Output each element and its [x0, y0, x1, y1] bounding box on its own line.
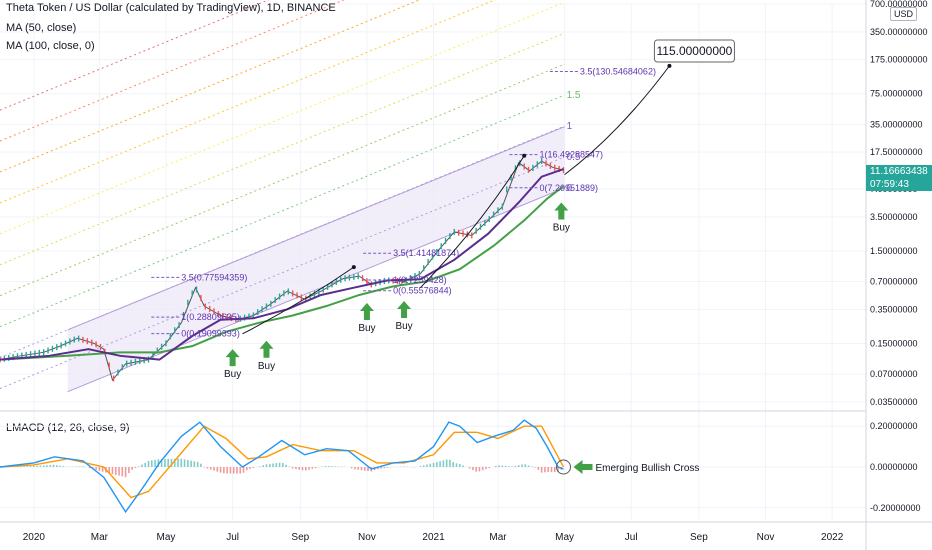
buy-label: Buy: [358, 323, 375, 334]
regression-channel: 1.5 1 0.5 0: [0, 0, 581, 393]
y-tick-label: 0.07000000: [870, 369, 918, 379]
fib-level-label: 0(0.55576844): [393, 286, 452, 296]
channel-level-label: 0: [567, 183, 573, 194]
y-tick-label: 175.00000000: [870, 55, 928, 65]
fib-level-label: 3.5(0.77594359): [181, 272, 247, 282]
x-tick-label: 2020: [23, 532, 46, 543]
y-tick-label: 350.00000000: [870, 27, 928, 37]
macd-panel: LMACD (12, 26, close, 9) 0.20000000 0.0000…: [0, 419, 921, 514]
grid-layer: [0, 3, 866, 520]
projection-arrow-head: [351, 265, 356, 270]
last-price-tag: 11.16663438: [866, 165, 932, 178]
y-tick-label: 1.50000000: [870, 246, 918, 256]
price-line: [0, 160, 564, 382]
target-callout-text: 115.00000000: [656, 44, 732, 58]
projection-arrow-head: [667, 63, 672, 68]
macd-y-tick-label: 0.20000000: [870, 421, 918, 431]
target-callout-box: [653, 39, 735, 63]
x-tick-label: 2021: [422, 532, 445, 543]
x-tick-label: Mar: [91, 532, 109, 543]
bullish-cross-note: Emerging Bullish Cross: [596, 463, 700, 474]
bullish-cross-arrow-icon: [573, 460, 593, 474]
projection-arrow: [420, 155, 525, 289]
channel-level-label: 1: [567, 121, 573, 132]
x-tick-label: Jul: [226, 532, 239, 543]
x-tick-label: May: [157, 532, 176, 543]
macd-title: LMACD (12, 26, close, 9): [6, 422, 130, 434]
buy-arrow-icon: [397, 301, 412, 319]
macd-signal-line: [0, 425, 565, 499]
x-tick-label: Nov: [757, 532, 775, 543]
y-tick-label: 0.15000000: [870, 338, 918, 348]
x-tick-label: Sep: [291, 532, 309, 543]
chart-title: Theta Token / US Dollar (calculated by T…: [6, 2, 336, 14]
x-tick-label: Nov: [358, 532, 376, 543]
channel-level-label: 1.5: [567, 90, 581, 101]
x-tick-label: Mar: [489, 532, 507, 543]
buy-arrow-icon: [554, 202, 569, 220]
buy-arrow-icon: [359, 302, 374, 320]
ma50-legend: MA (50, close): [6, 22, 77, 34]
y-tick-label: 0.03500000: [870, 397, 918, 407]
y-tick-label: 17.50000000: [870, 147, 923, 157]
countdown-tag: 07:59:43: [866, 178, 932, 191]
fib-level-label: 1(0.28809635): [181, 312, 240, 322]
x-tick-label: 2022: [821, 532, 844, 543]
fan-line: [0, 32, 565, 266]
buy-arrow-icon: [259, 340, 274, 358]
buy-arrow-icon: [225, 349, 240, 367]
channel-level-label: 0.5: [567, 152, 581, 163]
fib-level-label: 1(16.49288547): [539, 150, 603, 160]
fib-level-label: 3.5(1.41481874): [393, 248, 459, 258]
fan-line: [0, 125, 565, 359]
fib-level-label: 3.5(130.54684062): [580, 66, 656, 76]
fib-level-label: 0(7.20951889): [539, 183, 598, 193]
y-tick-label: 0.70000000: [870, 276, 918, 286]
x-tick-label: May: [555, 532, 574, 543]
macd-y-tick-label: 0.00000000: [870, 462, 918, 472]
fan-line: [0, 0, 270, 111]
series-layer: [0, 158, 565, 382]
projection-arrow-head: [522, 153, 527, 158]
ma100-line: [0, 185, 565, 361]
y-tick-label: 3.50000000: [870, 212, 918, 222]
buy-label: Buy: [553, 222, 570, 233]
annotation-layer: 3.5(0.77594359) 1(0.28809635) 0(0.19099393…: [151, 39, 735, 380]
ma100-legend: MA (100, close, 0): [6, 40, 95, 52]
projection-arrow: [564, 65, 670, 176]
x-tick-label: Sep: [690, 532, 708, 543]
fib-level-label: 0(0.19099393): [181, 329, 240, 339]
bullish-cross-circle: [556, 459, 572, 475]
buy-label: Buy: [224, 369, 241, 380]
y-tick-label: 700.00000000: [870, 0, 928, 9]
fan-line: [0, 94, 565, 328]
x-tick-label: Jul: [625, 532, 638, 543]
projection-arrow: [242, 266, 355, 335]
buy-label: Buy: [258, 361, 275, 372]
fan-line: [0, 0, 496, 204]
ma50-line: [0, 168, 564, 361]
fib-level-label: 1(0.7259428): [393, 275, 447, 285]
y-tick-label: 0.35000000: [870, 304, 918, 314]
currency-badge[interactable]: USD: [890, 7, 918, 21]
macd-line: [0, 419, 564, 514]
buy-label: Buy: [395, 321, 412, 332]
fan-line: [0, 0, 421, 173]
y-tick-label: 75.00000000: [870, 89, 923, 99]
y-tick-label: 35.00000000: [870, 119, 923, 129]
fan-line: [0, 1, 565, 235]
fan-line: [0, 63, 565, 297]
macd-y-tick-label: -0.20000000: [870, 503, 921, 513]
fan-line: [0, 0, 346, 142]
